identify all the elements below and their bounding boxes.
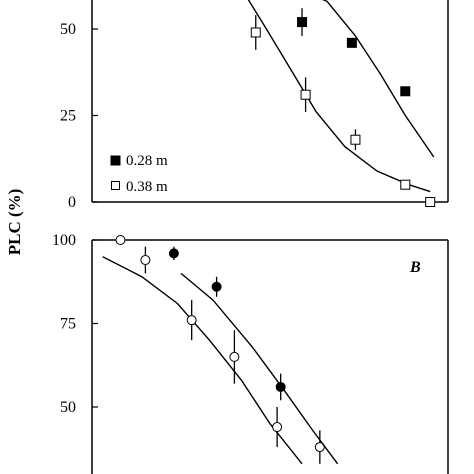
panel-a-point (346, 37, 357, 48)
panel-a-ytick-label: 0 (68, 194, 76, 211)
panel-b: B 50 75 100 (52, 232, 449, 474)
panel-b-point (168, 248, 179, 259)
panel-a-point (400, 86, 411, 97)
panel-a-point (297, 17, 308, 28)
panel-a-fit-curve-0 (322, 0, 435, 158)
legend-marker-open-square (111, 181, 120, 190)
panel-b-point (211, 281, 222, 292)
legend-label-0-28m: 0.28 m (126, 153, 168, 169)
panel-a-point (300, 89, 311, 100)
panel-b-point (275, 381, 286, 392)
panel-b-fit-curve-0 (102, 256, 303, 465)
panel-b-label: B (409, 259, 421, 276)
panel-b-ytick-label: 75 (60, 316, 76, 333)
panel-b-ytick-label: 50 (60, 399, 76, 416)
panel-a-point (350, 134, 361, 145)
panel-a-point (400, 179, 411, 190)
panel-a-ytick-label: 50 (60, 21, 76, 38)
panel-b-point (140, 255, 151, 266)
panel-b-point (186, 315, 197, 326)
panel-a-point (250, 27, 261, 38)
panel-b-point (115, 235, 126, 245)
legend-label-0-38m: 0.38 m (126, 179, 168, 195)
panel-a-point (425, 197, 436, 207)
panel-a: 0 25 50 (60, 0, 449, 211)
panel-b-fit-curve-1 (180, 272, 339, 465)
panel-b-point (272, 422, 283, 433)
panel-b-ytick-label: 100 (52, 232, 76, 249)
panel-b-point (229, 351, 240, 362)
panel-a-ytick-label: 25 (60, 108, 76, 125)
legend-marker-filled-square (110, 155, 121, 166)
legend: 0.28 m 0.38 m (110, 153, 168, 195)
y-axis-label: PLC (%) (5, 189, 24, 256)
